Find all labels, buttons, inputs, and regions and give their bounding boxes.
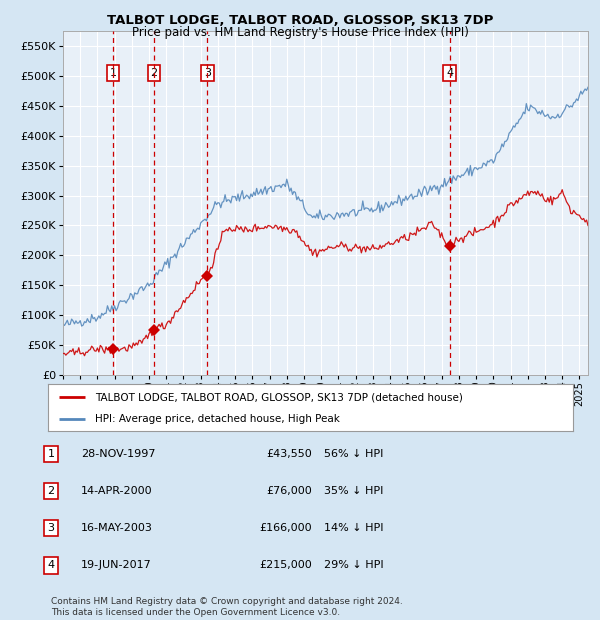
Text: 4: 4 (446, 68, 453, 78)
Text: £166,000: £166,000 (259, 523, 312, 533)
Text: 2: 2 (47, 486, 55, 496)
Text: 29% ↓ HPI: 29% ↓ HPI (324, 560, 383, 570)
Text: Price paid vs. HM Land Registry's House Price Index (HPI): Price paid vs. HM Land Registry's House … (131, 26, 469, 39)
Text: HPI: Average price, detached house, High Peak: HPI: Average price, detached house, High… (95, 414, 340, 424)
Text: TALBOT LODGE, TALBOT ROAD, GLOSSOP, SK13 7DP: TALBOT LODGE, TALBOT ROAD, GLOSSOP, SK13… (107, 14, 493, 27)
Text: 16-MAY-2003: 16-MAY-2003 (81, 523, 153, 533)
Text: 19-JUN-2017: 19-JUN-2017 (81, 560, 152, 570)
Text: 56% ↓ HPI: 56% ↓ HPI (324, 449, 383, 459)
Text: 3: 3 (47, 523, 55, 533)
Text: 3: 3 (204, 68, 211, 78)
Text: £76,000: £76,000 (266, 486, 312, 496)
Text: £43,550: £43,550 (266, 449, 312, 459)
Text: 1: 1 (110, 68, 116, 78)
Text: 4: 4 (47, 560, 55, 570)
Text: £215,000: £215,000 (259, 560, 312, 570)
Text: 2: 2 (151, 68, 158, 78)
Text: Contains HM Land Registry data © Crown copyright and database right 2024.
This d: Contains HM Land Registry data © Crown c… (51, 598, 403, 617)
Text: 14% ↓ HPI: 14% ↓ HPI (324, 523, 383, 533)
Text: TALBOT LODGE, TALBOT ROAD, GLOSSOP, SK13 7DP (detached house): TALBOT LODGE, TALBOT ROAD, GLOSSOP, SK13… (95, 392, 463, 402)
Text: 14-APR-2000: 14-APR-2000 (81, 486, 152, 496)
Text: 28-NOV-1997: 28-NOV-1997 (81, 449, 155, 459)
Text: 1: 1 (47, 449, 55, 459)
Text: 35% ↓ HPI: 35% ↓ HPI (324, 486, 383, 496)
